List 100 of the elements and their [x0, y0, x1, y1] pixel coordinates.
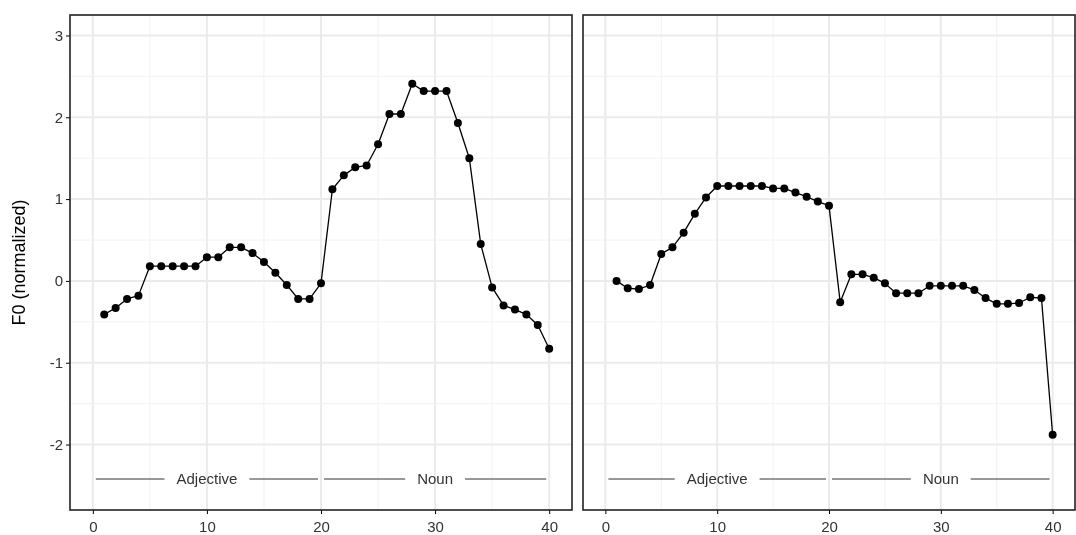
- point: [100, 310, 109, 319]
- point: [724, 182, 733, 190]
- point: [259, 258, 268, 267]
- point: [362, 161, 371, 170]
- x-tick-label: 40: [1044, 518, 1062, 535]
- point: [134, 291, 143, 300]
- point: [111, 303, 120, 312]
- point: [634, 285, 643, 294]
- point: [623, 284, 632, 293]
- point: [476, 240, 485, 249]
- point: [385, 110, 394, 118]
- point: [271, 268, 280, 277]
- y-tick-label: 1: [54, 190, 63, 208]
- y-tick-label: 3: [54, 26, 63, 44]
- point: [499, 301, 508, 310]
- point: [836, 298, 845, 307]
- point: [735, 182, 744, 190]
- point: [757, 182, 766, 190]
- y-tick-label: 2: [54, 108, 63, 126]
- x-tick-label: 30: [932, 518, 950, 535]
- point: [328, 185, 337, 194]
- point: [248, 249, 257, 258]
- point: [351, 163, 360, 172]
- point: [145, 262, 154, 271]
- point: [981, 294, 990, 303]
- point: [1037, 294, 1046, 303]
- point: [892, 289, 901, 298]
- x-tick-label: 10: [709, 518, 727, 535]
- y-axis-title: F0 (normalized): [9, 199, 29, 326]
- point: [1026, 293, 1035, 302]
- point: [925, 281, 934, 290]
- point: [702, 193, 710, 202]
- x-tick-label: 0: [601, 518, 611, 535]
- point: [408, 79, 417, 88]
- point: [668, 243, 677, 252]
- point: [1015, 299, 1024, 307]
- point: [858, 270, 867, 279]
- x-tick-label: 40: [541, 518, 559, 535]
- point: [237, 243, 246, 252]
- point: [1003, 299, 1012, 308]
- point: [488, 283, 497, 292]
- point: [396, 110, 405, 118]
- point: [533, 321, 542, 330]
- point: [847, 270, 856, 279]
- y-tick-label: -1: [49, 354, 63, 372]
- point: [914, 289, 923, 298]
- point: [191, 262, 200, 271]
- x-tick-label: 30: [427, 518, 444, 535]
- point: [813, 197, 822, 206]
- annotation: Adjective: [686, 470, 748, 488]
- x-tick-label: 0: [89, 518, 98, 535]
- point: [123, 294, 132, 303]
- point: [713, 182, 722, 190]
- point: [970, 285, 979, 294]
- point: [769, 184, 778, 193]
- point: [992, 299, 1001, 308]
- point: [791, 188, 800, 197]
- point: [202, 253, 211, 262]
- point: [442, 87, 451, 96]
- point: [419, 87, 428, 96]
- y-tick-label: -2: [49, 435, 63, 453]
- annotation: Adjective: [176, 470, 238, 488]
- annotation: Noun: [417, 470, 454, 488]
- point: [903, 289, 912, 298]
- point: [880, 279, 889, 288]
- point: [180, 262, 189, 271]
- point: [453, 119, 462, 127]
- point: [948, 281, 956, 290]
- point: [282, 281, 291, 289]
- point: [780, 184, 789, 193]
- point: [679, 228, 688, 237]
- point: [825, 201, 833, 210]
- point: [168, 262, 177, 271]
- point: [431, 87, 440, 96]
- point: [657, 249, 666, 258]
- x-tick-label: 20: [821, 518, 838, 535]
- y-tick-label: 0: [54, 272, 63, 290]
- point: [646, 281, 655, 289]
- x-tick-label: 20: [313, 518, 330, 535]
- point: [465, 154, 474, 163]
- point: [690, 209, 699, 218]
- point: [545, 344, 554, 353]
- point: [959, 281, 968, 290]
- point: [317, 279, 325, 288]
- point: [510, 305, 519, 314]
- point: [612, 276, 621, 285]
- point: [746, 182, 755, 190]
- point: [294, 294, 303, 303]
- point: [305, 294, 314, 303]
- point: [214, 253, 223, 262]
- point: [869, 273, 878, 282]
- point: [936, 281, 945, 290]
- point: [1048, 430, 1057, 439]
- point: [157, 262, 166, 271]
- point: [802, 192, 811, 201]
- point: [522, 310, 531, 319]
- x-tick-label: 10: [199, 518, 216, 535]
- point: [225, 243, 234, 252]
- point: [339, 171, 348, 180]
- point: [374, 140, 383, 149]
